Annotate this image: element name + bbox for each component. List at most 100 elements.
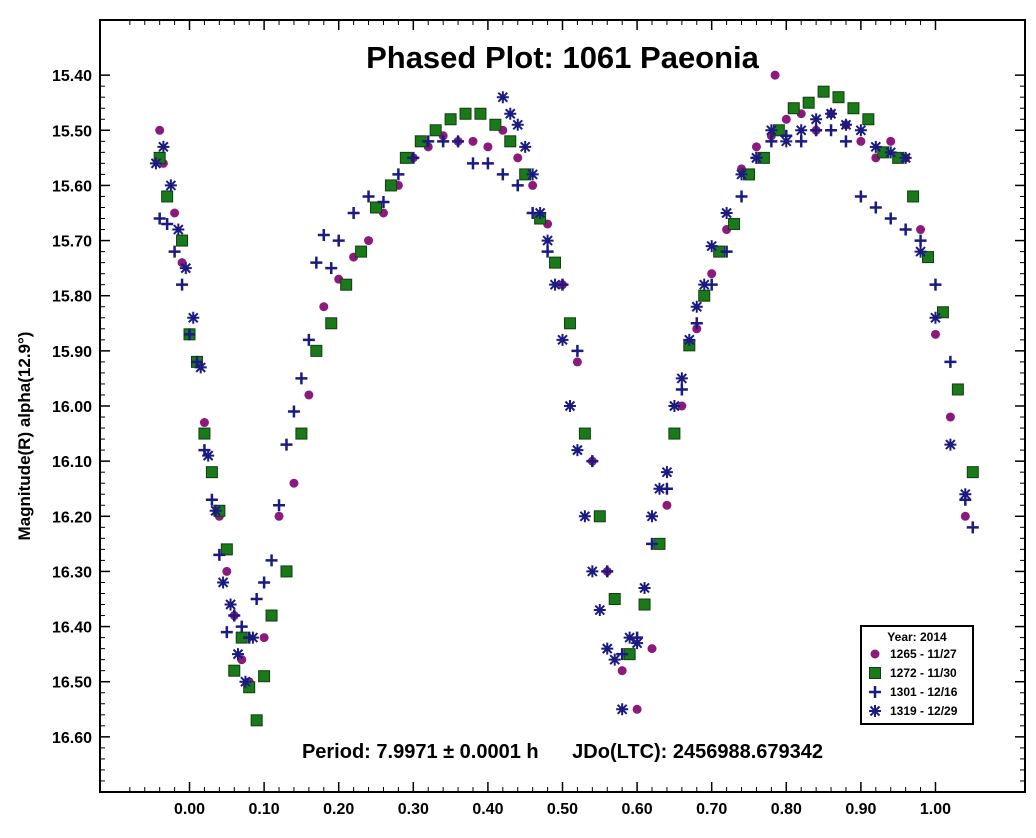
data-point-star: [194, 361, 207, 374]
data-point-plus: [735, 190, 748, 203]
data-point-star: [899, 151, 912, 164]
data-point-star: [765, 124, 778, 137]
legend-label-0: 1265 - 11/27: [890, 646, 957, 661]
data-point-plus: [795, 135, 808, 148]
data-point-plus: [295, 372, 308, 385]
data-point-circle: [222, 566, 232, 576]
data-point-square: [280, 565, 293, 578]
y-axis-label-wrap: Magnitude(R) alpha(12.9°): [10, 0, 40, 838]
data-point-plus: [646, 537, 659, 550]
period-label: Period: 7.9971 ± 0.0001 h: [301, 741, 539, 763]
data-point-plus: [302, 333, 315, 346]
data-point-circle: [647, 644, 657, 654]
data-point-plus: [884, 212, 897, 225]
data-point-circle: [304, 390, 314, 400]
x-tick-label: 0.00: [174, 801, 205, 818]
data-point-plus: [854, 190, 867, 203]
data-point-circle: [770, 70, 780, 80]
data-point-star: [526, 168, 539, 181]
legend-label-1: 1272 - 11/30: [890, 665, 957, 680]
data-point-star: [601, 642, 614, 655]
data-point-plus: [392, 168, 405, 181]
data-point-plus: [929, 278, 942, 291]
data-point-star: [675, 372, 688, 385]
data-point-square: [325, 317, 338, 330]
data-point-square: [862, 113, 875, 126]
x-tick-label: 0.20: [323, 801, 354, 818]
x-tick-label: 0.40: [472, 801, 503, 818]
data-point-circle: [781, 114, 791, 124]
data-point-circle: [751, 142, 761, 152]
data-point-star: [959, 488, 972, 501]
data-point-plus: [265, 554, 278, 567]
epoch-label: JDo(LTC): 2456988.679342: [572, 741, 824, 763]
data-point-square: [384, 179, 397, 192]
data-point-star: [705, 240, 718, 253]
y-tick-label: 15.90: [52, 344, 92, 361]
data-point-star: [690, 300, 703, 313]
data-point-square: [429, 124, 442, 137]
data-point-square: [832, 91, 845, 104]
data-point-circle: [662, 500, 672, 510]
chart-title: Phased Plot: 1061 Paeonia: [366, 40, 759, 75]
y-tick-label: 16.20: [52, 509, 92, 526]
x-tick-label: 0.10: [249, 801, 280, 818]
data-point-star: [187, 311, 200, 324]
data-point-circle: [237, 655, 247, 665]
data-point-square: [966, 466, 979, 479]
y-tick-label: 15.80: [52, 289, 92, 306]
data-point-plus: [287, 405, 300, 418]
data-point-plus: [273, 499, 286, 512]
data-point-circle: [945, 412, 955, 422]
data-point-star: [839, 118, 852, 131]
data-point-star: [780, 135, 793, 148]
data-point-star: [720, 207, 733, 219]
data-point-square: [847, 102, 860, 115]
data-point-circle: [155, 125, 165, 135]
data-point-square: [728, 218, 741, 231]
data-point-plus: [220, 626, 233, 639]
data-point-plus: [810, 124, 823, 137]
data-point-star: [504, 107, 517, 120]
data-point-square: [340, 278, 353, 291]
data-point-plus: [481, 157, 494, 170]
data-point-plus: [839, 135, 852, 148]
data-point-square: [250, 714, 263, 727]
data-point-star: [795, 124, 808, 137]
data-point-star: [608, 653, 621, 666]
data-point-plus: [377, 195, 390, 208]
legend-entry-1: 1272 - 11/30: [862, 663, 972, 682]
data-point-plus: [325, 262, 338, 275]
y-tick-label: 16.30: [52, 564, 92, 581]
data-point-circle: [916, 225, 926, 235]
data-point-plus: [511, 179, 524, 192]
data-point-circle: [930, 329, 940, 339]
data-point-square: [355, 245, 368, 258]
data-point-square: [951, 383, 964, 396]
data-point-plus: [944, 355, 957, 368]
data-point-star: [149, 157, 162, 170]
x-tick-label: 0.70: [696, 801, 727, 818]
data-point-plus: [496, 168, 509, 181]
y-tick-label: 16.10: [52, 454, 92, 471]
x-tick-label: 0.90: [845, 801, 876, 818]
data-point-star: [571, 444, 584, 457]
legend-marker-star-icon: [869, 704, 881, 717]
data-point-star: [246, 631, 259, 644]
legend-entry-2: 1301 - 12/16: [862, 682, 972, 701]
y-tick-label: 15.40: [52, 68, 92, 85]
data-point-square: [608, 593, 621, 605]
data-point-plus: [332, 234, 345, 247]
data-point-plus: [228, 609, 241, 622]
data-point-plus: [347, 207, 360, 219]
x-tick-label: 0.80: [771, 801, 802, 818]
data-point-circle: [632, 704, 642, 714]
data-point-plus: [317, 229, 330, 242]
data-point-star: [586, 565, 599, 578]
chart-legend: Year: 2014 1265 - 11/27 1272 - 11/30 130…: [860, 625, 974, 725]
data-point-circle: [468, 136, 478, 146]
data-point-plus: [966, 521, 979, 534]
data-point-star: [854, 124, 867, 137]
data-point-star: [549, 278, 562, 291]
data-point-star: [217, 576, 230, 589]
